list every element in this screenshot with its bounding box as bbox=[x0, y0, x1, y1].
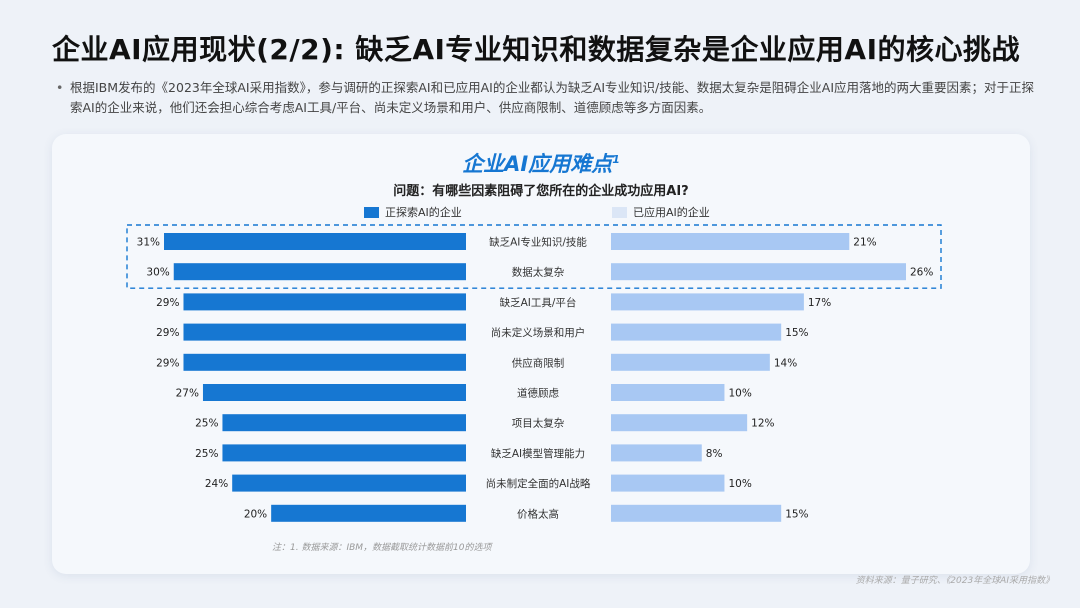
bar-series-1-2 bbox=[183, 293, 466, 311]
category-label-1: 数据太复杂 bbox=[512, 266, 565, 279]
bar-series-2-0 bbox=[611, 233, 850, 250]
legend-label-series-2: 已应用AI的企业 bbox=[633, 206, 710, 219]
category-label-7: 缺乏AI模型管理能力 bbox=[491, 447, 585, 460]
data-label-series-1-8: 24% bbox=[205, 478, 228, 490]
data-label-series-1-4: 29% bbox=[156, 357, 179, 369]
bar-series-1-7 bbox=[222, 444, 466, 462]
chart-subtitle: 问题：有哪些因素阻碍了您所在的企业成功应用AI? bbox=[393, 184, 689, 199]
legend-item-series-2: 已应用AI的企业 bbox=[612, 204, 710, 220]
footnote: 注：1. 数据来源：IBM，数据截取统计数据前10的选项 bbox=[272, 543, 492, 553]
bar-series-1-3 bbox=[183, 323, 466, 341]
legend-item-series-1: 正探索AI的企业 bbox=[364, 204, 462, 220]
data-label-series-1-2: 29% bbox=[156, 297, 179, 309]
chart-card: 企业AI应用难点1 问题：有哪些因素阻碍了您所在的企业成功应用AI? 正探索AI… bbox=[52, 134, 1030, 574]
highlight-box bbox=[126, 224, 942, 289]
data-label-series-1-3: 29% bbox=[156, 327, 179, 339]
category-label-5: 道德顾虑 bbox=[517, 387, 559, 400]
chart-title-text: 企业AI应用难点 bbox=[462, 152, 613, 176]
data-label-series-2-9: 15% bbox=[785, 508, 808, 520]
bar-series-2-8 bbox=[611, 474, 725, 492]
data-label-series-2-4: 14% bbox=[774, 357, 797, 369]
bar-series-1-4 bbox=[183, 353, 466, 371]
category-label-9: 价格太高 bbox=[517, 507, 559, 520]
bar-series-1-6 bbox=[222, 414, 466, 432]
data-label-series-2-7: 8% bbox=[706, 448, 723, 460]
bar-series-1-5 bbox=[202, 384, 466, 401]
bar-series-2-5 bbox=[611, 384, 725, 401]
bar-series-2-1 bbox=[611, 263, 906, 281]
category-label-0: 缺乏AI专业知识/技能 bbox=[489, 236, 587, 249]
data-label-series-1-0: 31% bbox=[137, 237, 160, 249]
data-label-series-2-2: 17% bbox=[808, 297, 831, 309]
source-note: 资料来源：量子研究、《2023年全球AI采用指数》 bbox=[855, 576, 1054, 586]
data-label-series-2-3: 15% bbox=[785, 327, 808, 339]
data-label-series-2-1: 26% bbox=[910, 267, 933, 279]
intro-text: 根据IBM发布的《2023年全球AI采用指数》，参与调研的正探索AI和已应用AI… bbox=[56, 78, 1036, 118]
data-label-series-1-9: 20% bbox=[244, 508, 267, 520]
bar-series-2-4 bbox=[611, 353, 770, 371]
data-label-series-1-7: 25% bbox=[195, 448, 218, 460]
legend-label-series-1: 正探索AI的企业 bbox=[385, 206, 462, 219]
category-label-6: 项目太复杂 bbox=[512, 417, 565, 430]
data-label-series-1-1: 30% bbox=[146, 267, 169, 279]
legend-swatch-series-2 bbox=[612, 206, 627, 218]
bar-series-2-6 bbox=[611, 414, 748, 432]
data-label-series-1-6: 25% bbox=[195, 418, 218, 430]
bar-series-1-1 bbox=[173, 263, 466, 281]
category-label-8: 尚未制定全面的AI战略 bbox=[486, 477, 591, 490]
data-label-series-2-5: 10% bbox=[728, 388, 751, 400]
bar-series-2-9 bbox=[611, 504, 782, 522]
bar-series-2-3 bbox=[611, 323, 782, 341]
chart-title-superscript: 1 bbox=[612, 153, 620, 166]
category-label-3: 尚未定义场景和用户 bbox=[491, 326, 586, 339]
data-label-series-1-5: 27% bbox=[176, 388, 199, 400]
bar-series-2-7 bbox=[611, 444, 702, 462]
chart-title: 企业AI应用难点1 bbox=[52, 148, 1030, 178]
bar-series-1-0 bbox=[164, 233, 466, 250]
bar-series-1-9 bbox=[271, 504, 466, 522]
category-label-2: 缺乏AI工具/平台 bbox=[500, 296, 577, 309]
data-label-series-2-6: 12% bbox=[751, 418, 774, 430]
bar-series-1-8 bbox=[232, 474, 466, 492]
data-label-series-2-8: 10% bbox=[728, 478, 751, 490]
legend-swatch-series-1 bbox=[364, 206, 379, 218]
bar-series-2-2 bbox=[611, 293, 804, 311]
page-title: 企业AI应用现状(2/2): 缺乏AI专业知识和数据复杂是企业应用AI的核心挑战 bbox=[52, 33, 1020, 66]
data-label-series-2-0: 21% bbox=[853, 237, 876, 249]
category-label-4: 供应商限制 bbox=[512, 356, 565, 369]
